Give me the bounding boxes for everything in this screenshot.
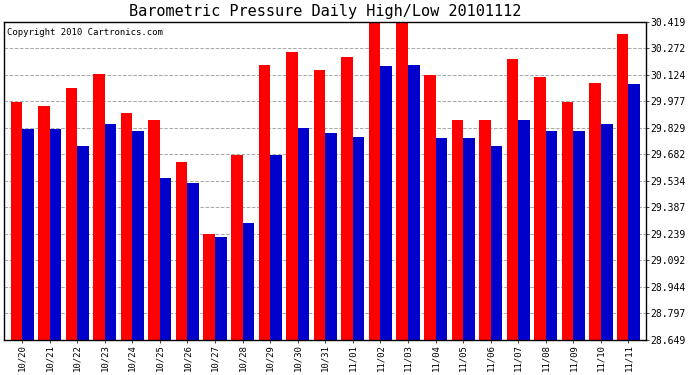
Bar — [424, 75, 435, 340]
Bar — [601, 124, 613, 340]
Bar — [231, 154, 243, 340]
Bar — [297, 128, 309, 340]
Bar — [22, 129, 34, 340]
Bar — [479, 120, 491, 340]
Bar — [148, 120, 160, 340]
Bar — [380, 66, 392, 340]
Bar — [463, 138, 475, 340]
Bar — [408, 64, 420, 340]
Bar — [132, 131, 144, 340]
Bar — [451, 120, 463, 340]
Bar — [589, 82, 601, 340]
Bar — [77, 146, 89, 340]
Bar — [546, 131, 558, 340]
Bar — [506, 59, 518, 340]
Bar — [629, 84, 640, 340]
Bar — [369, 21, 380, 340]
Text: Copyright 2010 Cartronics.com: Copyright 2010 Cartronics.com — [8, 28, 164, 37]
Bar — [10, 102, 22, 340]
Bar — [38, 106, 50, 340]
Bar — [259, 64, 270, 340]
Bar — [121, 113, 132, 340]
Bar — [105, 124, 117, 340]
Bar — [176, 162, 188, 340]
Bar — [518, 120, 530, 340]
Bar — [314, 70, 325, 340]
Bar — [617, 34, 629, 340]
Bar — [204, 234, 215, 340]
Bar — [66, 88, 77, 340]
Bar — [325, 133, 337, 340]
Bar — [215, 237, 226, 340]
Bar — [270, 154, 282, 340]
Bar — [286, 52, 297, 340]
Bar — [435, 138, 447, 340]
Bar — [160, 178, 172, 340]
Bar — [243, 223, 254, 340]
Bar — [188, 183, 199, 340]
Bar — [50, 129, 61, 340]
Bar — [397, 23, 408, 340]
Bar — [534, 77, 546, 340]
Bar — [562, 102, 573, 340]
Bar — [342, 57, 353, 340]
Bar — [573, 131, 585, 340]
Title: Barometric Pressure Daily High/Low 20101112: Barometric Pressure Daily High/Low 20101… — [129, 4, 522, 19]
Bar — [93, 74, 105, 340]
Bar — [353, 136, 364, 340]
Bar — [491, 146, 502, 340]
